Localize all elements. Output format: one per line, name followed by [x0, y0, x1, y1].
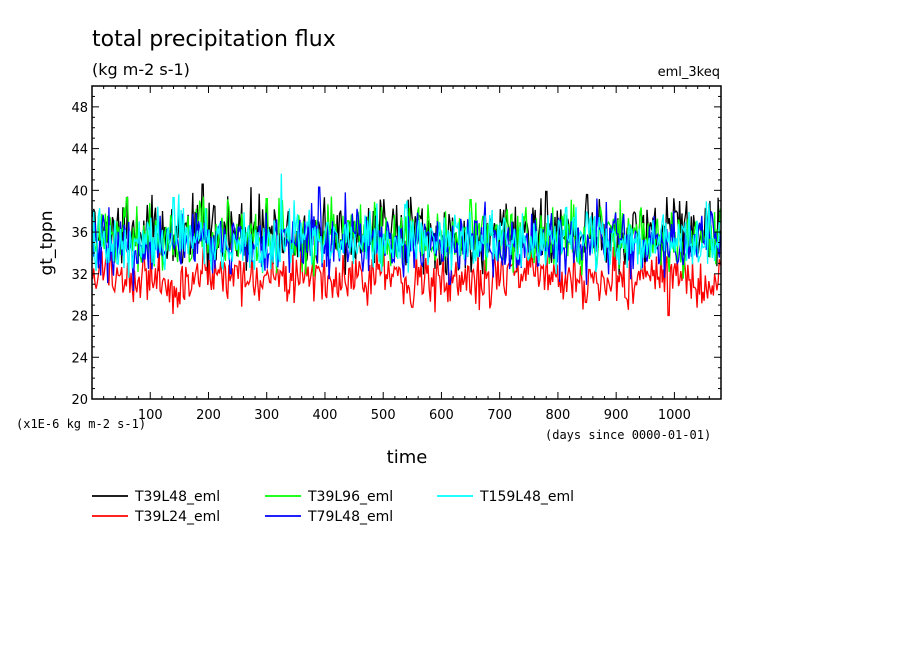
x-tick-label: 300	[254, 408, 279, 423]
x-tick-label: 800	[546, 408, 571, 423]
legend-item: T79L48_eml	[265, 509, 393, 525]
legend-label: T39L24_eml	[134, 509, 220, 525]
y-tick-label: 48	[71, 101, 88, 116]
y-tick-label: 28	[71, 310, 88, 325]
y-unit-label: (x1E-6 kg m-2 s-1)	[16, 417, 146, 431]
ticks-layer: 20 24 28 32 36 40 44 48 100 200 300 400 500 600 700 800…	[71, 86, 721, 423]
legend: T39L48_eml T39L24_eml T39L96_eml T79L48_eml…	[92, 489, 574, 525]
legend-label: T39L48_eml	[134, 489, 220, 505]
series-line-T79L48_eml	[91, 186, 722, 292]
y-tick-label: 32	[71, 268, 88, 283]
y-tick-label: 44	[71, 143, 88, 158]
x-tick-label: 200	[196, 408, 221, 423]
legend-item: T159L48_eml	[437, 489, 574, 505]
chart-subtitle: (kg m-2 s-1)	[92, 60, 190, 79]
legend-item: T39L48_eml	[92, 489, 220, 505]
chart-title: total precipitation flux	[92, 27, 336, 52]
legend-item: T39L24_eml	[92, 509, 220, 525]
y-tick-label: 20	[71, 393, 88, 408]
series-line-T39L24_eml	[91, 243, 722, 317]
x-tick-label: 100	[138, 408, 163, 423]
x-tick-label: 700	[487, 408, 512, 423]
experiment-label: eml_3keq	[658, 65, 720, 80]
x-tick-label: 900	[604, 408, 629, 423]
legend-label: T39L96_eml	[307, 489, 393, 505]
y-tick-label: 36	[71, 226, 88, 241]
x-axis-label: time	[387, 447, 428, 468]
legend-item: T39L96_eml	[265, 489, 393, 505]
legend-label: T159L48_eml	[479, 489, 574, 505]
legend-label: T79L48_eml	[307, 509, 393, 525]
x-tick-label: 500	[371, 408, 396, 423]
x-tick-label: 400	[313, 408, 338, 423]
x-unit-label: (days since 0000-01-01)	[545, 428, 711, 442]
y-axis-label: gt_tppn	[37, 211, 57, 276]
x-tick-label: 600	[429, 408, 454, 423]
y-tick-label: 24	[71, 351, 88, 366]
x-tick-label: 1000	[658, 408, 691, 423]
plot-frame	[91, 85, 722, 400]
series-layer	[91, 173, 722, 317]
series-line-T159L48_eml	[91, 173, 721, 278]
y-tick-label: 40	[71, 184, 88, 199]
